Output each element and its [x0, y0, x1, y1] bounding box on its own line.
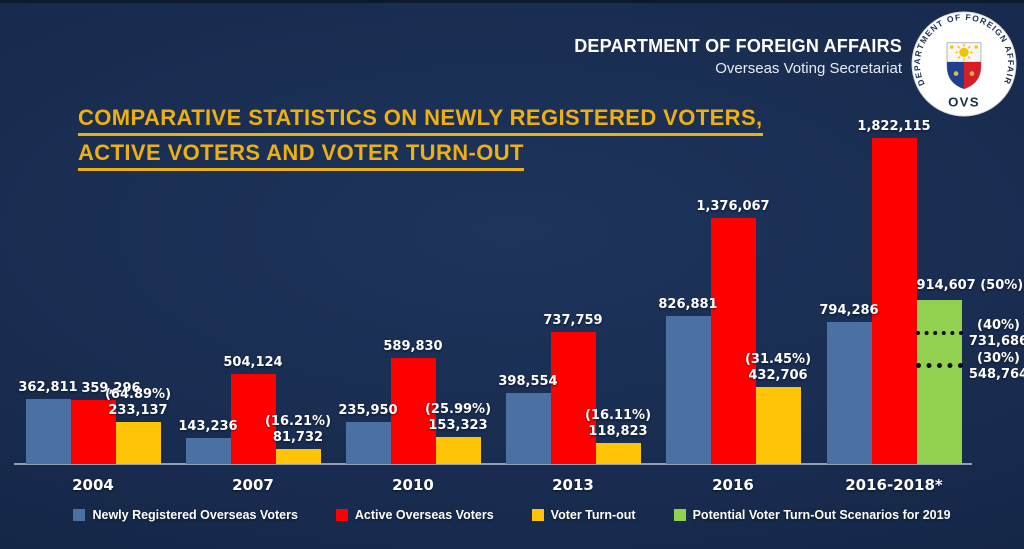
value-label-voter-turnout: (31.45%) 432,706 — [745, 352, 811, 384]
turnout-value: 153,323 — [428, 418, 488, 433]
x-axis-line — [14, 463, 972, 465]
value-label-newly-registered: 398,554 — [498, 374, 558, 389]
bar-newly-registered — [665, 316, 711, 464]
header-secretariat: Overseas Voting Secretariat — [715, 60, 902, 77]
scenario-value: 548,764 — [968, 367, 1024, 382]
legend-item: Active Overseas Voters — [335, 508, 494, 522]
category-label-2016-2018*: 2016-2018* — [845, 476, 943, 494]
legend-item: Potential Voter Turn-Out Scenarios for 2… — [673, 508, 951, 522]
scenario-value: 731,686 — [968, 334, 1024, 349]
bar-newly-registered — [185, 438, 231, 464]
legend-item: Voter Turn-out — [531, 508, 636, 522]
bar-active-voters — [871, 138, 917, 464]
bar-active-voters — [550, 332, 596, 464]
seal-star-right-icon — [974, 45, 978, 49]
legend-swatch — [335, 509, 348, 521]
bar-potential-turnout — [916, 300, 962, 464]
seal-sun-icon — [955, 43, 973, 61]
value-label-active-voters: 1,822,115 — [857, 119, 931, 134]
bar-newly-registered — [505, 393, 551, 464]
percent-label: (64.89%) — [104, 387, 172, 402]
slide-title-line1: COMPARATIVE STATISTICS ON NEWLY REGISTER… — [78, 104, 763, 136]
bar-active-voters — [390, 358, 436, 464]
percent-label: (31.45%) — [744, 352, 812, 367]
value-label-voter-turnout: (16.11%) 118,823 — [585, 408, 651, 440]
category-label-2013: 2013 — [552, 476, 594, 494]
category-label-2016: 2016 — [712, 476, 754, 494]
dfa-ovs-seal-icon: DEPARTMENT OF FOREIGN AFFAIRS OVS — [911, 11, 1017, 117]
value-label-potential-turnout: 914,607 (50%) — [916, 278, 1024, 293]
turnout-value: 81,732 — [272, 430, 324, 445]
bar-voter-turnout — [275, 449, 321, 464]
category-label-2007: 2007 — [232, 476, 274, 494]
value-label-newly-registered: 362,811 — [18, 380, 78, 395]
bar-voter-turnout — [755, 387, 801, 464]
chart-legend: Newly Registered Overseas Voters Active O… — [0, 508, 1024, 522]
turnout-value: 233,137 — [108, 403, 168, 418]
percent-label: (25.99%) — [424, 402, 492, 417]
legend-label: Potential Voter Turn-Out Scenarios for 2… — [692, 508, 951, 522]
header: DEPARTMENT OF FOREIGN AFFAIRS Overseas V… — [574, 36, 902, 77]
value-label-voter-turnout: (25.99%) 153,323 — [425, 402, 491, 434]
scenario-dotted-line-40 — [915, 331, 963, 335]
legend-swatch — [531, 509, 544, 521]
category-label-2010: 2010 — [392, 476, 434, 494]
value-label-newly-registered: 826,881 — [658, 297, 718, 312]
bar-newly-registered — [345, 422, 391, 464]
legend-label: Newly Registered Overseas Voters — [92, 508, 298, 522]
value-label-active-voters: 1,376,067 — [696, 199, 770, 214]
value-label-newly-registered: 235,950 — [338, 403, 398, 418]
seal-star-left-icon — [950, 45, 954, 49]
slide-title-line2: ACTIVE VOTERS AND VOTER TURN-OUT — [78, 139, 524, 171]
legend-label: Active Overseas Voters — [354, 508, 494, 522]
scenario-percent: (40%) — [977, 318, 1020, 333]
value-label-active-voters: 359,296 — [81, 381, 141, 396]
bar-active-voters — [230, 374, 276, 464]
bar-active-voters — [710, 218, 756, 464]
value-label-voter-turnout: (64.89%) 233,137 — [105, 387, 171, 419]
value-label-newly-registered: 794,286 — [819, 303, 879, 318]
scenario-percent: (30%) — [977, 351, 1020, 366]
value-label-newly-registered: 143,236 — [178, 419, 238, 434]
scenario-label-40: (40%) 731,686 — [967, 318, 1024, 350]
bar-active-voters — [70, 400, 116, 464]
bar-newly-registered — [826, 322, 872, 464]
value-label-voter-turnout: (16.21%) 81,732 — [265, 414, 331, 446]
bar-newly-registered — [25, 399, 71, 464]
turnout-value: 432,706 — [748, 368, 808, 383]
seal-lion-icon — [969, 71, 975, 76]
bar-voter-turnout — [435, 437, 481, 464]
legend-label: Voter Turn-out — [550, 508, 636, 522]
percent-label: (16.11%) — [584, 408, 652, 423]
bar-voter-turnout — [115, 422, 161, 464]
value-label-active-voters: 737,759 — [543, 313, 603, 328]
slide-title: COMPARATIVE STATISTICS ON NEWLY REGISTER… — [78, 104, 763, 174]
category-label-2004: 2004 — [72, 476, 114, 494]
scenario-dotted-line-30 — [915, 363, 963, 368]
seal-eagle-icon — [953, 71, 959, 76]
legend-swatch — [673, 509, 686, 521]
value-label-active-voters: 504,124 — [223, 355, 283, 370]
value-label-active-voters: 589,830 — [383, 339, 443, 354]
bar-voter-turnout — [595, 443, 641, 464]
turnout-value: 118,823 — [588, 424, 648, 439]
header-department: DEPARTMENT OF FOREIGN AFFAIRS — [574, 36, 902, 56]
legend-swatch — [73, 509, 86, 521]
legend-item: Newly Registered Overseas Voters — [73, 508, 298, 522]
seal-ovs-label: OVS — [948, 94, 980, 109]
scenario-label-30: (30%) 548,764 — [967, 351, 1024, 383]
percent-label: (16.21%) — [264, 414, 332, 429]
